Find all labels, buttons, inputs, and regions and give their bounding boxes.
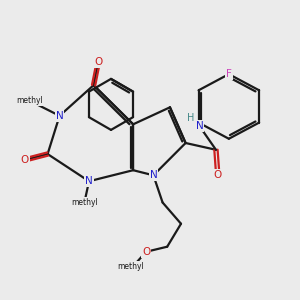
Text: O: O [214, 170, 222, 180]
Text: O: O [94, 57, 102, 67]
Text: methyl: methyl [71, 198, 98, 207]
Text: N: N [85, 176, 93, 186]
Text: H: H [187, 112, 195, 123]
Text: N: N [196, 121, 203, 131]
Text: F: F [226, 69, 232, 79]
Text: methyl: methyl [16, 96, 43, 105]
Text: N: N [149, 170, 157, 180]
Text: O: O [20, 155, 29, 165]
Text: N: N [56, 111, 63, 121]
Text: O: O [142, 247, 150, 257]
Text: methyl: methyl [117, 262, 143, 271]
